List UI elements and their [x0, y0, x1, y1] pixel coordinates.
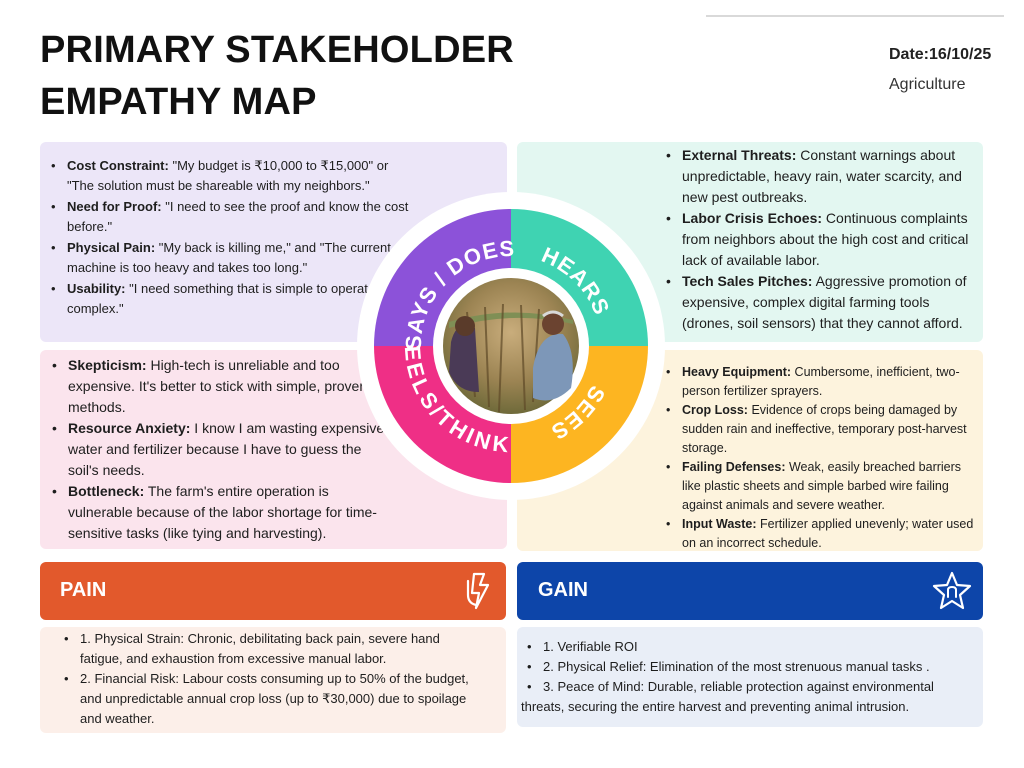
feels-thinks-list: Skepticism: High-tech is unreliable and …: [52, 355, 387, 544]
list-item: 1. Physical Strain: Chronic, debilitatin…: [64, 629, 484, 669]
star-badge-icon: [932, 571, 972, 610]
gain-list: • 1. Verifiable ROI • 2. Physical Relief: …: [521, 637, 977, 717]
list-item: Labor Crisis Echoes: Continuous complain…: [666, 208, 978, 271]
list-item: Bottleneck: The farm's entire operation …: [52, 481, 387, 544]
list-item: Skepticism: High-tech is unreliable and …: [52, 355, 387, 418]
title-line-1: PRIMARY STAKEHOLDER: [40, 29, 514, 71]
category-label: Agriculture: [889, 76, 966, 93]
pain-header: PAIN: [40, 562, 506, 620]
page-title: PRIMARY STAKEHOLDER EMPATHY MAP: [40, 24, 600, 128]
list-item: • 2. Physical Relief: Elimination of the …: [527, 659, 930, 674]
list-item: External Threats: Constant warnings abou…: [666, 145, 978, 208]
list-item: 2. Financial Risk: Labour costs consumin…: [64, 669, 484, 729]
pain-details: 1. Physical Strain: Chronic, debilitatin…: [40, 627, 506, 733]
list-item: Crop Loss: Evidence of crops being damag…: [666, 401, 978, 458]
date-label: Date:16/10/25: [889, 46, 992, 63]
list-item: Heavy Equipment: Cumbersome, inefficient…: [666, 363, 978, 401]
title-line-2: EMPATHY MAP: [40, 81, 317, 123]
list-item: Need for Proof: "I need to see the proof…: [51, 197, 411, 237]
list-item: Resource Anxiety: I know I am wasting ex…: [52, 418, 387, 481]
gain-details: • 1. Verifiable ROI • 2. Physical Relief: …: [517, 627, 983, 727]
empathy-wheel: SAYS / DOES HEARS SEES FEELS/THINKS: [357, 192, 665, 500]
list-item: • 1. Verifiable ROI: [527, 639, 638, 654]
pain-list: 1. Physical Strain: Chronic, debilitatin…: [64, 627, 484, 729]
list-item: Tech Sales Pitches: Aggressive promotion…: [666, 271, 978, 334]
gain-header: GAIN: [517, 562, 983, 620]
list-item: Physical Pain: "My back is killing me," …: [51, 238, 411, 278]
list-item: Usability: "I need something that is sim…: [51, 279, 411, 319]
list-item: Cost Constraint: "My budget is ₹10,000 t…: [51, 156, 411, 196]
says-does-list: Cost Constraint: "My budget is ₹10,000 t…: [51, 156, 411, 320]
pain-title: PAIN: [60, 579, 107, 601]
lightning-hand-icon: [466, 572, 490, 610]
list-item: Failing Defenses: Weak, easily breached …: [666, 458, 978, 515]
hears-list: External Threats: Constant warnings abou…: [666, 145, 978, 334]
gain-title: GAIN: [538, 579, 588, 601]
sees-list: Heavy Equipment: Cumbersome, inefficient…: [666, 363, 978, 553]
top-divider: [706, 15, 1004, 17]
farmers-photo: [443, 278, 579, 414]
list-item: Input Waste: Fertilizer applied unevenly…: [666, 515, 978, 553]
list-item: • 3. Peace of Mind: Durable, reliable pro…: [521, 679, 934, 714]
